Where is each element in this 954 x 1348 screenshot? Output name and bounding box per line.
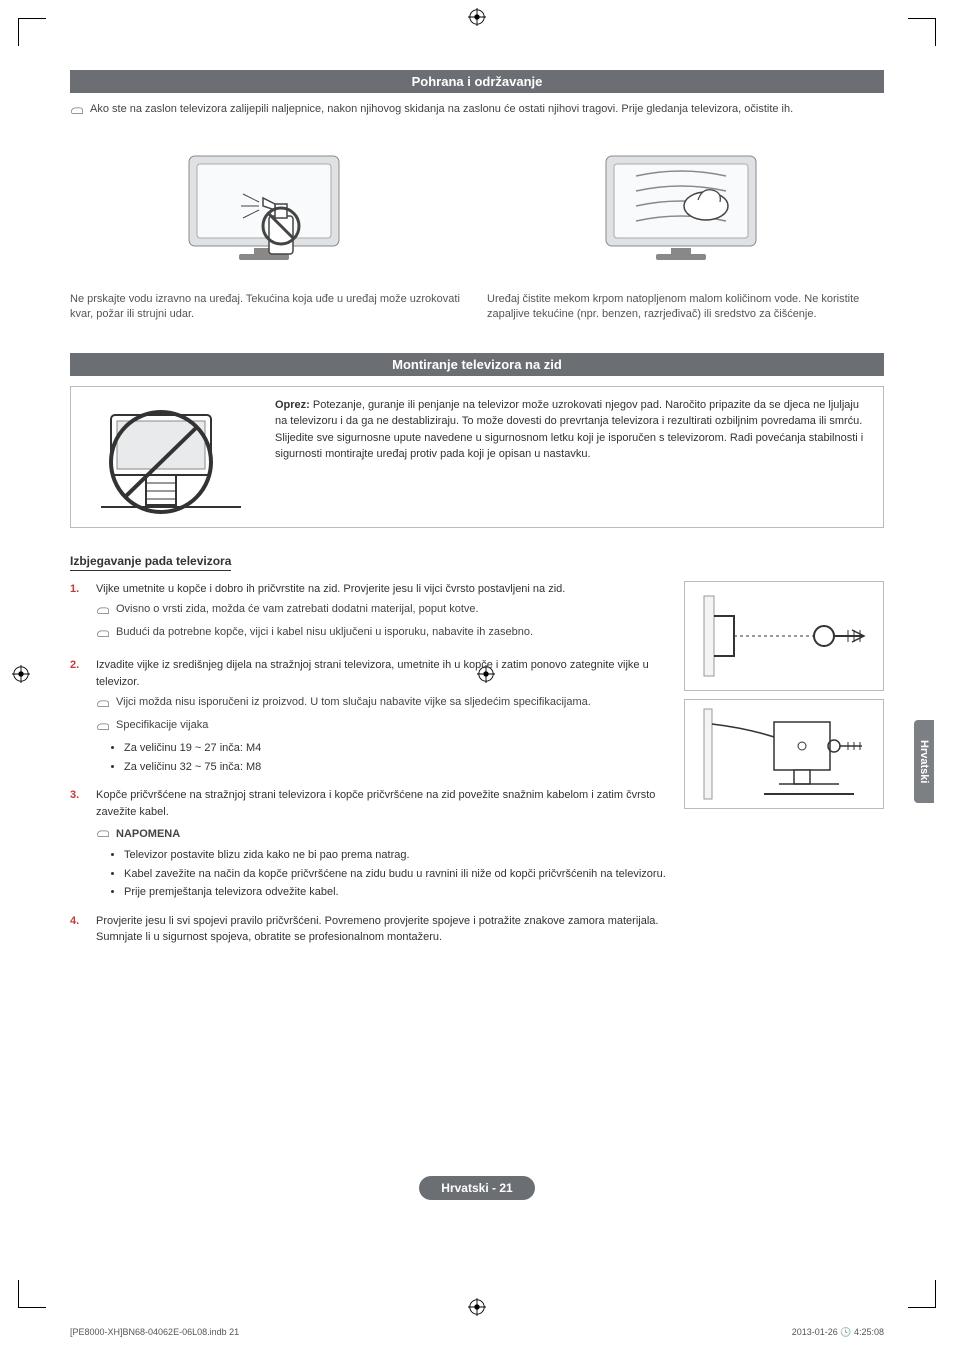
step-1: Vijke umetnite u kopče i dobro ih pričvr…: [70, 581, 668, 648]
page-footer: Hrvatski - 21: [70, 1176, 884, 1200]
print-meta: [PE8000-XH]BN68-04062E-06L08.indb 21 201…: [0, 1321, 954, 1348]
footer-page: 21: [499, 1181, 512, 1195]
step-2-bullet-1: Za veličinu 19 ~ 27 inča: M4: [124, 740, 668, 757]
top-note: Ako ste na zaslon televizora zalijepili …: [70, 103, 884, 118]
instruction-figures: [684, 581, 884, 956]
illustration-no-spray: [70, 126, 467, 286]
warning-body: Potezanje, guranje ili penjanje na telev…: [275, 399, 863, 461]
footer-lang: Hrvatski -: [441, 1181, 499, 1195]
figure-tv-tether: [684, 699, 884, 809]
hand-note-icon: [96, 718, 110, 736]
hand-note-icon: [96, 625, 110, 643]
hand-note-icon: [96, 825, 110, 843]
step-3: Kopče pričvršćene na stražnjoj strani te…: [70, 787, 668, 903]
step-2: Izvadite vijke iz središnjeg dijela na s…: [70, 657, 668, 777]
step-3-bullet-2: Kabel zavežite na način da kopče pričvrš…: [124, 866, 668, 883]
warning-illustration: [81, 397, 261, 517]
step-1-text: Vijke umetnite u kopče i dobro ih pričvr…: [96, 583, 565, 595]
step-3-napomena: NAPOMENA: [116, 826, 180, 843]
warning-text: Oprez: Potezanje, guranje ili penjanje n…: [275, 397, 873, 517]
subheading-avoid-fall: Izbjegavanje pada televizora: [70, 554, 231, 571]
print-meta-right: 2013-01-26 🕓 4:25:08: [792, 1327, 884, 1338]
page-content: Pohrana i održavanje Ako ste na zaslon t…: [0, 0, 954, 1321]
figure-wall-anchor: [684, 581, 884, 691]
left-caption: Ne prskajte vodu izravno na uređaj. Teku…: [70, 292, 467, 323]
step-4-text: Provjerite jesu li svi spojevi pravilo p…: [96, 915, 658, 944]
section-heading-mount: Montiranje televizora na zid: [70, 353, 884, 376]
section-heading-storage: Pohrana i održavanje: [70, 70, 884, 93]
warning-box: Oprez: Potezanje, guranje ili penjanje n…: [70, 386, 884, 528]
hand-note-icon: [96, 695, 110, 713]
right-caption: Uređaj čistite mekom krpom natopljenom m…: [487, 292, 884, 323]
step-3-bullet-1: Televizor postavite blizu zida kako ne b…: [124, 847, 668, 864]
instructions-text: Vijke umetnite u kopče i dobro ih pričvr…: [70, 581, 668, 956]
subheading-wrap: Izbjegavanje pada televizora: [70, 552, 884, 581]
hand-note-icon: [70, 104, 84, 118]
steps-list: Vijke umetnite u kopče i dobro ih pričvr…: [70, 581, 668, 946]
step-1-note-2: Budući da potrebne kopče, vijci i kabel …: [116, 624, 533, 641]
print-meta-left: [PE8000-XH]BN68-04062E-06L08.indb 21: [70, 1327, 239, 1338]
step-3-bullet-3: Prije premještanja televizora odvežite k…: [124, 884, 668, 901]
step-4: Provjerite jesu li svi spojevi pravilo p…: [70, 913, 668, 946]
step-2-text: Izvadite vijke iz središnjeg dijela na s…: [96, 659, 649, 688]
maintenance-illustrations: Ne prskajte vodu izravno na uređaj. Teku…: [70, 126, 884, 323]
step-2-note-1: Vijci možda nisu isporučeni iz proizvod.…: [116, 694, 591, 711]
illustration-clean-cloth: [487, 126, 884, 286]
step-3-text: Kopče pričvršćene na stražnjoj strani te…: [96, 789, 655, 818]
instructions-row: Vijke umetnite u kopče i dobro ih pričvr…: [70, 581, 884, 956]
step-2-bullet-2: Za veličinu 32 ~ 75 inča: M8: [124, 759, 668, 776]
page-number-pill: Hrvatski - 21: [419, 1176, 534, 1200]
step-1-note-1: Ovisno o vrsti zida, možda će vam zatreb…: [116, 601, 479, 618]
step-2-note-2: Specifikacije vijaka: [116, 717, 208, 734]
warning-lead: Oprez:: [275, 399, 310, 411]
top-note-text: Ako ste na zaslon televizora zalijepili …: [90, 103, 793, 115]
hand-note-icon: [96, 602, 110, 620]
